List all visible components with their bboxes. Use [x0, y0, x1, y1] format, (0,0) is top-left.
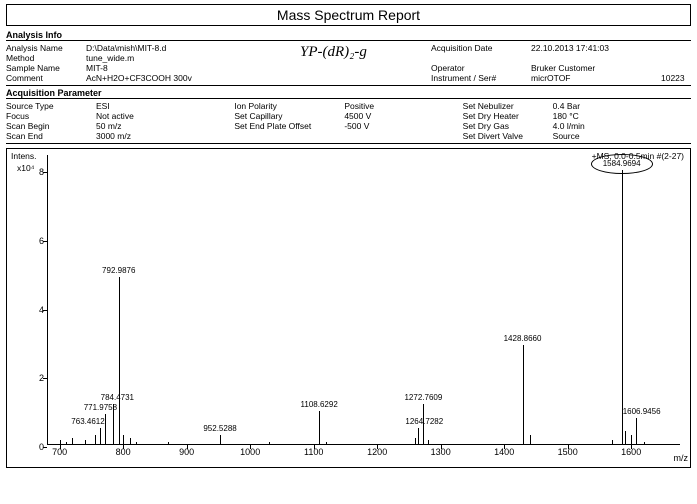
- peak-label: 784.4731: [101, 393, 134, 402]
- x-tick-label: 1200: [367, 445, 387, 457]
- intensity-label: Intens.: [11, 151, 37, 161]
- info-extra: 10223: [641, 73, 685, 83]
- analysis-info-header: Analysis Info: [6, 28, 691, 41]
- x-tick-label: 1000: [240, 445, 260, 457]
- highlight-circle: [591, 154, 653, 174]
- peak-label: 792.9876: [102, 266, 135, 275]
- param-label: Set Capillary: [234, 111, 344, 121]
- y-tick-label: 0: [39, 442, 47, 452]
- peak: [423, 404, 424, 445]
- info-label: Method: [6, 53, 86, 63]
- info-value: 22.10.2013 17:41:03: [531, 43, 641, 53]
- param-label: Scan End: [6, 131, 96, 141]
- x-tick-label: 1500: [558, 445, 578, 457]
- peak-label: 1428.8660: [504, 334, 542, 343]
- info-label: Acquisition Date: [431, 43, 531, 53]
- y-tick-label: 4: [39, 305, 47, 315]
- param-value: 4.0 l/min: [553, 121, 585, 131]
- acq-param-header: Acquisition Parameter: [6, 86, 691, 99]
- acq-param-block: Source TypeESIFocusNot activeScan Begin5…: [6, 99, 691, 144]
- x-tick-label: 1300: [431, 445, 451, 457]
- info-value: AcN+H2O+CF3COOH 300v: [86, 73, 236, 83]
- info-value: D:\Data\mish\MIT-8.d: [86, 43, 236, 53]
- param-value: 50 m/z: [96, 121, 122, 131]
- param-label: Set Dry Heater: [463, 111, 553, 121]
- x-axis-label: m/z: [674, 453, 689, 463]
- peak: [622, 170, 623, 445]
- x-tick-label: 1600: [621, 445, 641, 457]
- peak-label: 1606.9456: [623, 407, 661, 416]
- peak: [418, 428, 419, 445]
- info-label: Operator: [431, 63, 531, 73]
- peak: [319, 411, 320, 445]
- param-label: Set Divert Valve: [463, 131, 553, 141]
- plot-area: 0246870080090010001100120013001400150016…: [47, 155, 680, 445]
- param-value: Not active: [96, 111, 134, 121]
- y-tick-label: 8: [39, 167, 47, 177]
- param-label: Scan Begin: [6, 121, 96, 131]
- peak-label: 763.4612: [71, 417, 104, 426]
- peak: [113, 404, 114, 445]
- peak: [220, 435, 221, 445]
- report-title: Mass Spectrum Report: [6, 4, 691, 26]
- peak: [119, 277, 120, 445]
- param-label: Set End Plate Offset: [234, 121, 344, 131]
- param-label: Set Dry Gas: [463, 121, 553, 131]
- info-value: MIT-8: [86, 63, 236, 73]
- param-value: 180 °C: [553, 111, 579, 121]
- peak: [523, 345, 524, 445]
- peak-label: 952.5288: [203, 424, 236, 433]
- info-label: Instrument / Ser#: [431, 73, 531, 83]
- x-tick-label: 700: [52, 445, 67, 457]
- peak: [100, 428, 101, 445]
- y-tick-label: 6: [39, 236, 47, 246]
- param-value: ESI: [96, 101, 110, 111]
- scale-label: x10⁴: [17, 163, 34, 173]
- y-tick-label: 2: [39, 373, 47, 383]
- param-value: 4500 V: [344, 111, 371, 121]
- info-value: tune_wide.m: [86, 53, 236, 63]
- info-label: Comment: [6, 73, 86, 83]
- info-label: Sample Name: [6, 63, 86, 73]
- peak: [105, 414, 106, 445]
- info-value: Bruker Customer: [531, 63, 641, 73]
- x-tick-label: 1100: [304, 445, 323, 457]
- param-value: Source: [553, 131, 580, 141]
- peak-label: 1272.7609: [404, 393, 442, 402]
- info-value: micrOTOF: [531, 73, 641, 83]
- param-value: -500 V: [344, 121, 369, 131]
- param-value: 3000 m/z: [96, 131, 131, 141]
- peak-label: 1108.6292: [301, 400, 338, 409]
- info-label: Analysis Name: [6, 43, 86, 53]
- param-label: Set Nebulizer: [463, 101, 553, 111]
- param-label: Focus: [6, 111, 96, 121]
- x-tick-label: 800: [116, 445, 131, 457]
- x-tick-label: 1400: [494, 445, 514, 457]
- param-label: Source Type: [6, 101, 96, 111]
- peak: [636, 418, 637, 445]
- spectrum-chart: Intens. x10⁴ +MS, 0.0-0.5min #(2-27) 024…: [6, 148, 691, 468]
- handwritten-annotation: YP-(dR)₂-g: [300, 44, 367, 61]
- x-tick-label: 900: [179, 445, 194, 457]
- param-value: Positive: [344, 101, 374, 111]
- peak-label: 771.9758: [84, 403, 117, 412]
- param-value: 0.4 Bar: [553, 101, 580, 111]
- param-label: Ion Polarity: [234, 101, 344, 111]
